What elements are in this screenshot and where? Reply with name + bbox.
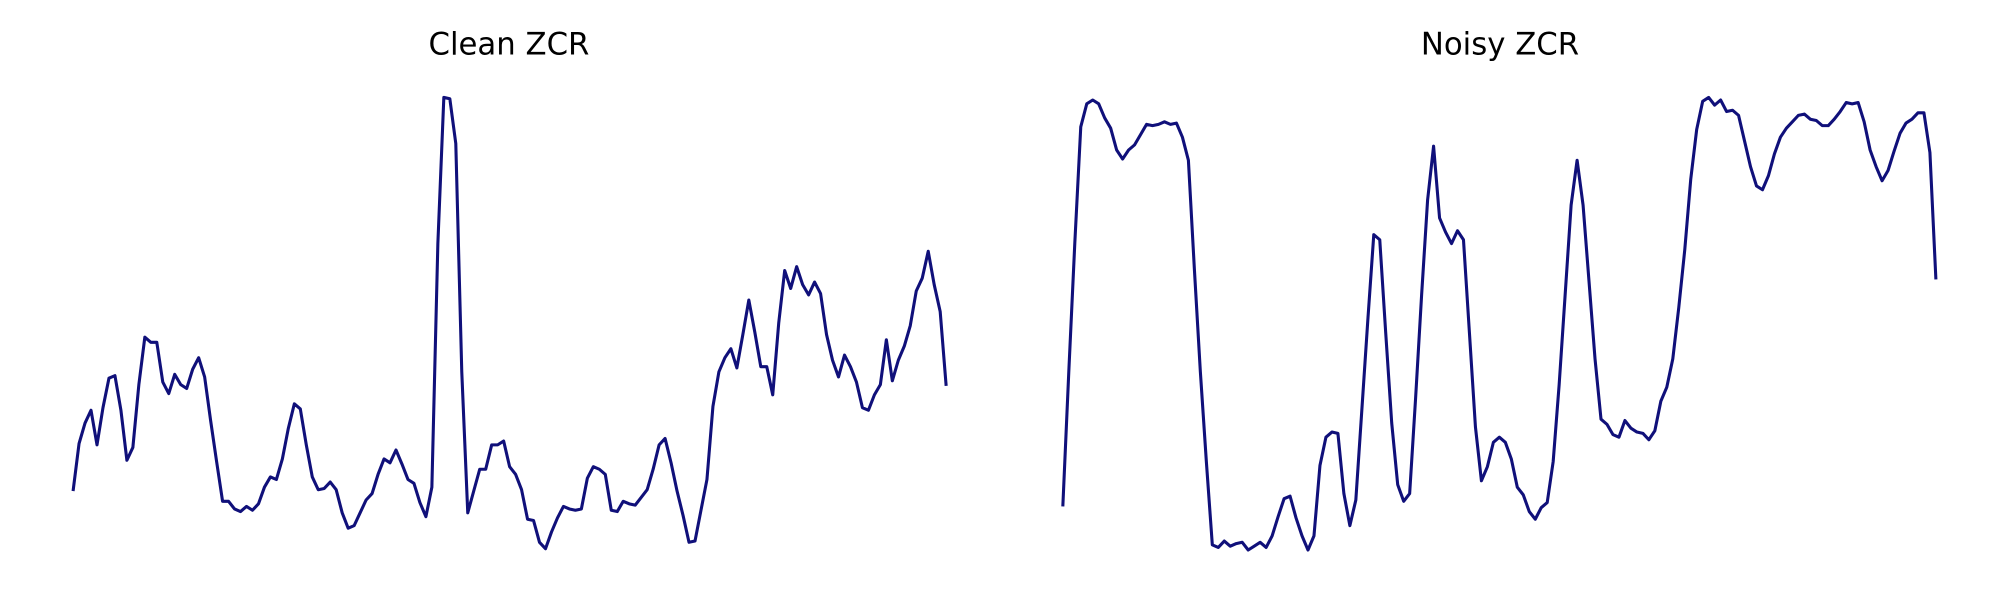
chart-title: Clean ZCR	[428, 27, 589, 63]
chart-title: Noisy ZCR	[1421, 27, 1579, 63]
zcr-line	[1061, 95, 1938, 552]
zcr-line	[71, 95, 948, 551]
